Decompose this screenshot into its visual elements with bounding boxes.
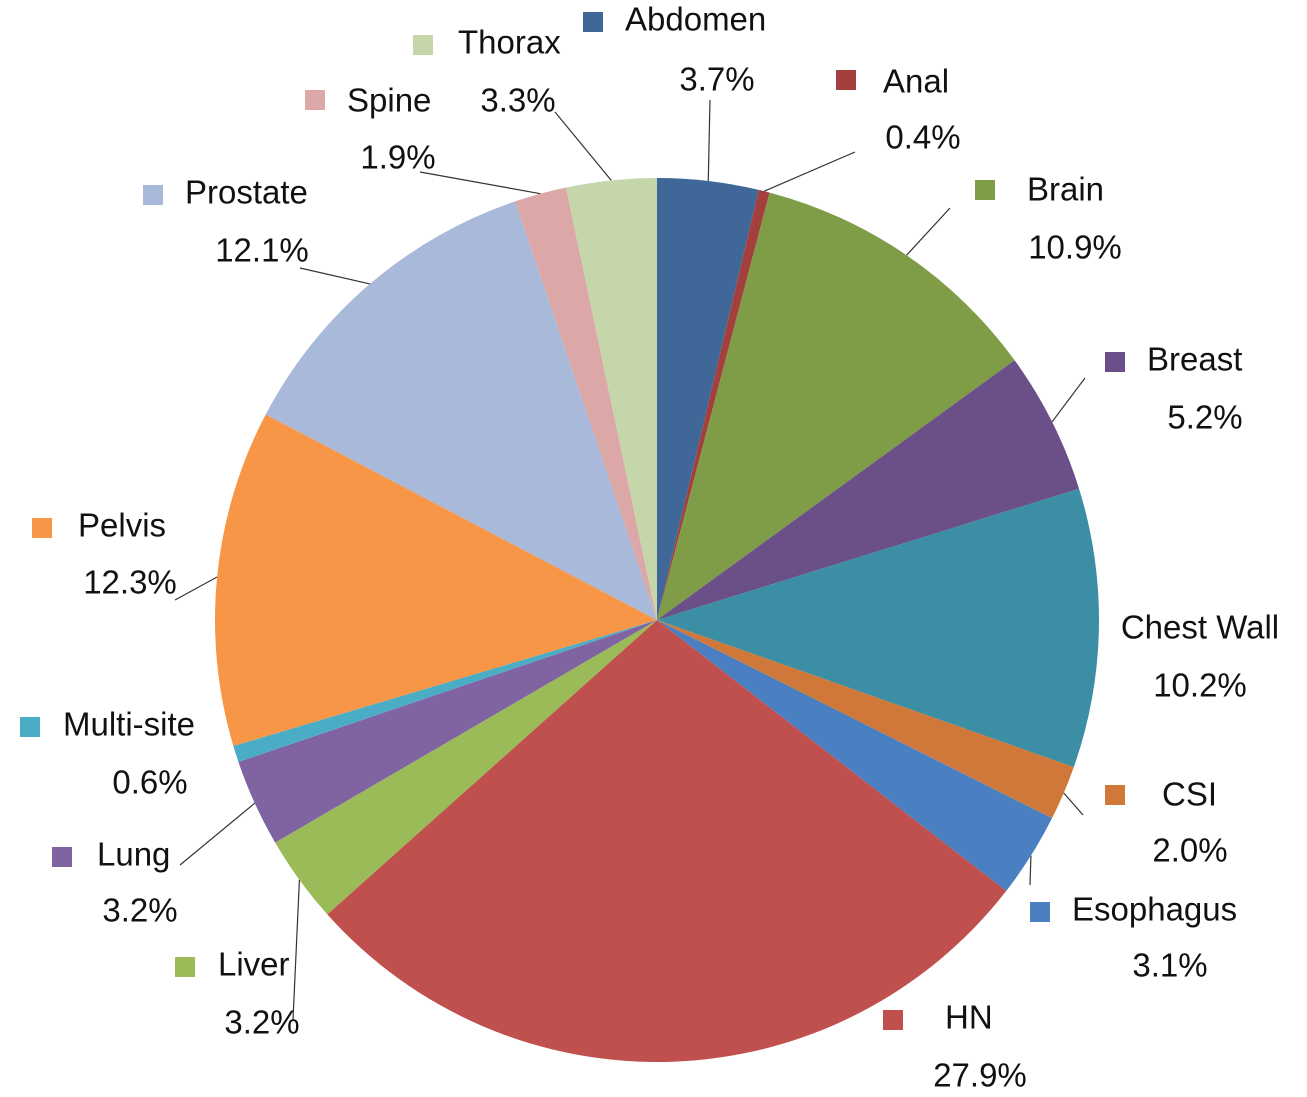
slice-percent: 1.9% bbox=[360, 139, 435, 176]
leader-line bbox=[707, 99, 711, 181]
slice-name: Brain bbox=[1027, 171, 1104, 208]
leader-line bbox=[763, 151, 856, 192]
slice-percent: 10.2% bbox=[1153, 667, 1247, 704]
legend-swatch bbox=[413, 35, 433, 55]
slice-name: Multi-site bbox=[63, 706, 195, 743]
slice-percent: 3.3% bbox=[480, 82, 555, 119]
leader-line bbox=[292, 879, 301, 1021]
legend-swatch bbox=[836, 70, 856, 90]
slice-name: Spine bbox=[347, 82, 431, 119]
pie-slice bbox=[657, 189, 770, 621]
pie-slice bbox=[233, 620, 657, 762]
pie-slice bbox=[657, 178, 759, 620]
slice-percent: 0.6% bbox=[112, 764, 187, 801]
legend-swatch bbox=[175, 957, 195, 977]
pie-slice bbox=[657, 360, 1080, 620]
pie-slice bbox=[275, 620, 657, 915]
slice-name: Lung bbox=[97, 836, 170, 873]
leader-line bbox=[419, 171, 541, 195]
legend-swatch bbox=[143, 185, 163, 205]
slice-name: Abdomen bbox=[625, 1, 766, 38]
pie-slice bbox=[515, 187, 657, 621]
slice-name: CSI bbox=[1162, 776, 1217, 813]
legend-swatch bbox=[583, 12, 603, 32]
leader-line bbox=[299, 267, 371, 285]
leader-line bbox=[179, 802, 256, 866]
pie-slice bbox=[566, 178, 657, 620]
slice-percent: 27.9% bbox=[933, 1057, 1027, 1094]
slice-percent: 3.1% bbox=[1132, 947, 1207, 984]
legend-swatch bbox=[1105, 785, 1125, 805]
legend-swatch bbox=[32, 518, 52, 538]
slice-percent: 5.2% bbox=[1167, 399, 1242, 436]
pie-slice bbox=[657, 192, 1015, 621]
leader-line bbox=[1051, 377, 1086, 423]
slice-percent: 12.1% bbox=[215, 232, 309, 269]
slice-percent: 2.0% bbox=[1152, 832, 1227, 869]
pie-slice bbox=[215, 414, 658, 746]
legend-swatch bbox=[1105, 352, 1125, 372]
leader-line bbox=[1029, 855, 1032, 886]
slice-name: Anal bbox=[883, 63, 949, 100]
leader-line bbox=[1063, 792, 1084, 816]
pie-slice bbox=[657, 620, 1053, 891]
legend-swatch bbox=[305, 90, 325, 110]
slice-percent: 10.9% bbox=[1028, 229, 1122, 266]
pie-slice bbox=[327, 620, 1007, 1062]
slice-percent: 3.7% bbox=[679, 61, 754, 98]
pie-slice bbox=[657, 488, 1099, 768]
slice-percent: 3.2% bbox=[102, 892, 177, 929]
leader-line bbox=[174, 576, 218, 601]
slice-percent: 3.2% bbox=[224, 1004, 299, 1041]
legend-swatch bbox=[52, 847, 72, 867]
slice-name: Pelvis bbox=[78, 507, 166, 544]
legend-swatch bbox=[1030, 902, 1050, 922]
leader-line bbox=[906, 207, 951, 256]
leader-line bbox=[554, 111, 612, 181]
legend-swatch bbox=[975, 180, 995, 200]
slice-name: Esophagus bbox=[1072, 891, 1237, 928]
slice-name: HN bbox=[945, 999, 993, 1036]
slice-name: Chest Wall bbox=[1121, 609, 1279, 646]
slice-name: Prostate bbox=[185, 174, 308, 211]
slice-name: Liver bbox=[218, 946, 290, 983]
slice-name: Thorax bbox=[458, 24, 561, 61]
slice-percent: 12.3% bbox=[83, 564, 177, 601]
pie-slice bbox=[238, 620, 657, 843]
legend-swatch bbox=[20, 717, 40, 737]
slice-percent: 0.4% bbox=[885, 119, 960, 156]
slice-name: Breast bbox=[1147, 341, 1242, 378]
pie-slice bbox=[265, 201, 657, 620]
pie-slice bbox=[657, 620, 1074, 819]
legend-swatch bbox=[883, 1010, 903, 1030]
